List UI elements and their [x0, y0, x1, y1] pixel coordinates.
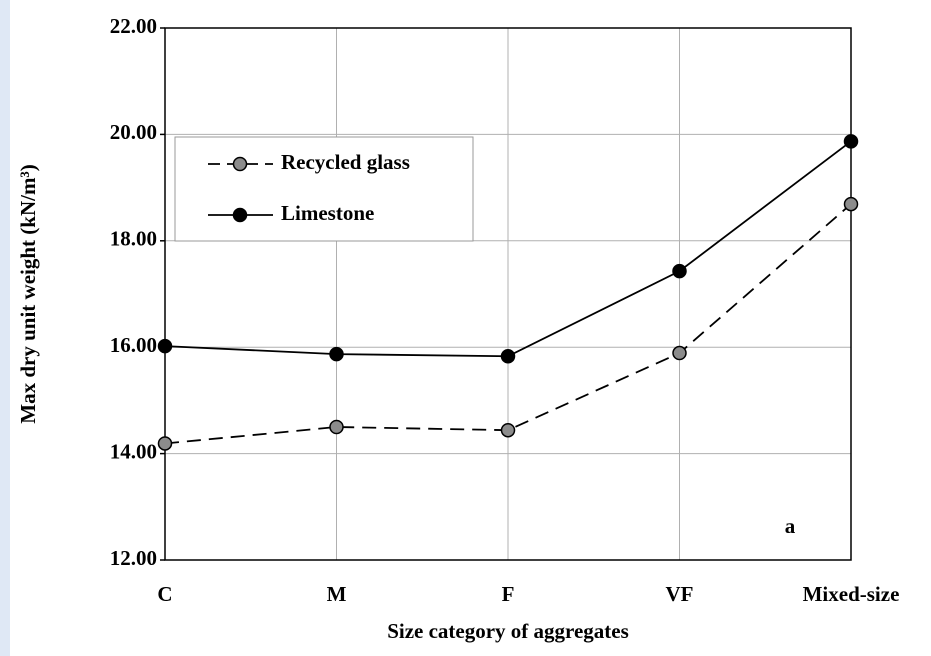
- x-axis-label: Size category of aggregates: [387, 619, 629, 643]
- annotation: a: [785, 514, 796, 538]
- y-axis-label: Max dry unit weight (kN/m³): [16, 164, 40, 423]
- chart-background: [10, 0, 931, 656]
- y-tick-label: 12.00: [110, 546, 157, 570]
- data-point: [157, 338, 173, 354]
- x-tick-label: Mixed-size: [803, 582, 900, 606]
- data-point: [672, 345, 687, 361]
- data-point: [500, 422, 516, 438]
- legend-marker: [232, 156, 248, 172]
- y-tick-label: 18.00: [110, 227, 157, 251]
- x-tick-label: F: [502, 582, 515, 606]
- data-point: [843, 196, 859, 212]
- data-point: [672, 263, 687, 279]
- plot-frame: [164, 27, 852, 561]
- x-tick-label: M: [327, 582, 347, 606]
- data-point: [329, 346, 344, 362]
- y-tick-label: 14.00: [110, 439, 157, 463]
- y-tick-label: 16.00: [110, 333, 157, 357]
- y-tick-label: 20.00: [110, 120, 157, 144]
- legend-marker: [232, 207, 248, 223]
- legend-label: Recycled glass: [281, 150, 410, 174]
- y-tick-label: 22.00: [110, 14, 157, 38]
- legend-label: Limestone: [281, 201, 374, 225]
- data-point: [843, 134, 859, 149]
- data-point: [500, 348, 516, 364]
- legend-box: [174, 136, 474, 242]
- data-point: [157, 436, 173, 451]
- x-tick-label: C: [157, 582, 172, 606]
- data-point: [329, 419, 344, 435]
- x-tick-label: VF: [666, 582, 694, 606]
